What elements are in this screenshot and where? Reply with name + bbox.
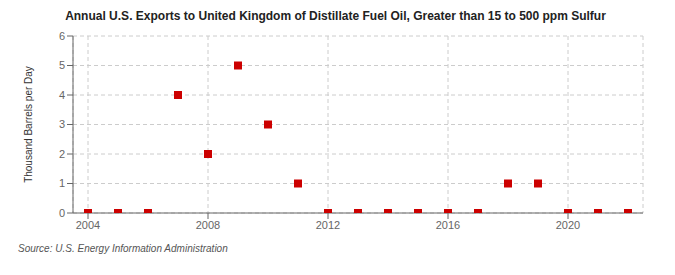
svg-text:2004: 2004: [76, 219, 100, 231]
svg-text:3: 3: [59, 118, 65, 130]
html-text:Annual U.S. Exports to United: Annual U.S. Exports to United Kingdom of…: [65, 9, 606, 23]
svg-text:6: 6: [59, 30, 65, 42]
svg-text:4: 4: [59, 89, 65, 101]
html-text:Source: U.S. Energy Informatio: Source: U.S. Energy Information Administ…: [18, 243, 228, 254]
svg-text:2: 2: [59, 148, 65, 160]
svg-text:2016: 2016: [436, 219, 460, 231]
svg-text:2020: 2020: [556, 219, 580, 231]
svg-text:2012: 2012: [316, 219, 340, 231]
svg-text:1: 1: [59, 177, 65, 189]
svg-text:Thousand Barrels per Day: Thousand Barrels per Day: [23, 66, 34, 183]
svg-text:5: 5: [59, 59, 65, 71]
svg-text:2008: 2008: [196, 219, 220, 231]
svg-text:0: 0: [59, 207, 65, 219]
